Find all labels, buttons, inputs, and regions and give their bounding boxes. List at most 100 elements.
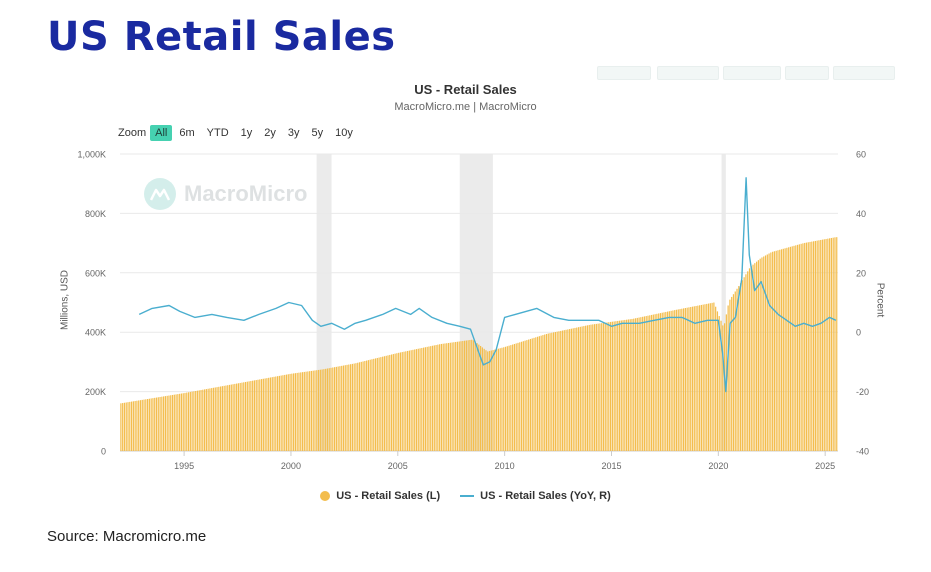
retail-sales-bar: [690, 307, 692, 451]
legend-line-icon: [460, 495, 475, 497]
zoom-5y-button[interactable]: 5y: [311, 127, 324, 139]
retail-sales-bar: [795, 245, 797, 451]
toolbar-ghost-button[interactable]: [597, 66, 651, 80]
zoom-1y-button[interactable]: 1y: [240, 127, 253, 139]
retail-sales-bar: [228, 384, 231, 451]
toolbar-ghost-button[interactable]: [723, 66, 781, 80]
legend-item-retail-sales[interactable]: US - Retail Sales (L): [320, 490, 440, 502]
retail-sales-bar: [574, 327, 576, 451]
retail-sales-bar: [236, 383, 238, 451]
y-left-tick-label: 600K: [85, 268, 106, 278]
retail-sales-bar: [462, 340, 464, 451]
y-left-tick-label: 800K: [85, 209, 106, 219]
retail-sales-bar: [179, 393, 181, 451]
retail-sales-bar: [804, 242, 806, 451]
retail-sales-bar: [134, 401, 136, 451]
retail-sales-bar: [570, 328, 573, 451]
toolbar-ghost-button[interactable]: [833, 66, 895, 80]
chart-subtitle: MacroMicro.me | MacroMicro: [394, 101, 537, 113]
retail-sales-bar: [218, 386, 220, 451]
zoom-ytd-button[interactable]: YTD: [206, 127, 229, 139]
retail-sales-bar: [818, 240, 820, 451]
retail-sales-bar: [362, 361, 364, 451]
retail-sales-bar: [743, 277, 745, 451]
retail-sales-bar: [330, 367, 332, 451]
retail-sales-bar: [143, 399, 145, 451]
y-right-tick-label: 40: [856, 209, 866, 219]
retail-sales-bar: [636, 317, 638, 451]
retail-sales-bar: [371, 359, 373, 451]
retail-sales-bar: [513, 343, 516, 451]
retail-sales-bar: [369, 359, 371, 451]
retail-sales-bar: [237, 383, 240, 451]
retail-sales-bar: [752, 264, 754, 451]
retail-sales-bar: [396, 353, 398, 451]
zoom-6m-button[interactable]: 6m: [179, 127, 195, 139]
retail-sales-bar: [624, 319, 626, 451]
retail-sales-bar: [392, 354, 394, 451]
retail-sales-bar: [784, 248, 786, 451]
retail-sales-bar: [230, 384, 232, 451]
retail-sales-bar: [387, 355, 389, 451]
retail-sales-bar: [401, 352, 403, 451]
retail-sales-bar: [658, 313, 660, 451]
retail-sales-bar: [180, 393, 183, 451]
retail-sales-bar: [467, 340, 469, 451]
retail-sales-bar: [761, 257, 763, 451]
retail-sales-bar: [433, 345, 435, 451]
retail-sales-bar: [732, 294, 735, 451]
retail-sales-bar: [720, 320, 722, 451]
retail-sales-bar: [287, 374, 289, 451]
retail-sales-bar: [695, 305, 697, 451]
retail-sales-bar: [186, 392, 188, 451]
zoom-2y-button[interactable]: 2y: [264, 127, 276, 139]
chart-title: US - Retail Sales: [414, 82, 517, 97]
retail-sales-bar: [809, 241, 811, 451]
retail-sales-bar: [141, 399, 143, 451]
retail-sales-bar: [146, 399, 149, 451]
retail-sales-bar: [412, 349, 414, 451]
retail-sales-bar: [223, 385, 225, 451]
retail-sales-bar: [722, 325, 724, 451]
retail-sales-bar: [492, 350, 494, 451]
retail-sales-bar: [463, 340, 466, 451]
retail-sales-bar: [248, 381, 250, 451]
retail-sales-bar: [770, 252, 772, 451]
x-tick-label: 2020: [708, 461, 728, 471]
retail-sales-bar: [177, 394, 179, 451]
retail-sales-bar: [531, 338, 533, 451]
retail-sales-bar: [431, 345, 434, 451]
retail-sales-bar: [166, 395, 168, 451]
retail-sales-bar: [150, 398, 152, 451]
retail-sales-bar: [280, 375, 282, 451]
retail-sales-bar: [593, 324, 596, 451]
retail-sales-bar: [271, 377, 273, 451]
toolbar-ghost-button[interactable]: [785, 66, 829, 80]
retail-sales-bar: [410, 350, 412, 451]
retail-sales-bar: [453, 342, 455, 451]
retail-sales-bar: [423, 347, 425, 451]
retail-sales-bar: [693, 306, 695, 451]
retail-sales-bar: [472, 340, 475, 451]
retail-sales-bar: [754, 263, 756, 451]
zoom-10y-button[interactable]: 10y: [335, 127, 353, 139]
zoom-3y-button[interactable]: 3y: [287, 127, 300, 139]
retail-sales-bar: [202, 389, 204, 451]
retail-sales-bar: [599, 323, 601, 451]
retail-sales-bar: [786, 247, 788, 451]
retail-sales-bar: [488, 350, 491, 451]
retail-sales-bar: [317, 369, 320, 451]
retail-sales-bar: [139, 400, 142, 451]
x-tick-label: 1995: [174, 461, 194, 471]
retail-sales-bar: [435, 345, 437, 451]
x-tick-label: 2000: [281, 461, 301, 471]
retail-sales-bar: [709, 303, 711, 451]
legend-item-retail-sales-yoy[interactable]: US - Retail Sales (YoY, R): [460, 490, 611, 502]
retail-sales-bar: [811, 241, 813, 451]
retail-sales-bar: [303, 371, 305, 451]
retail-sales-bar: [768, 253, 770, 451]
toolbar-ghost-button[interactable]: [657, 66, 719, 80]
retail-sales-bar: [798, 244, 800, 451]
zoom-all-button[interactable]: All: [150, 125, 173, 141]
retail-sales-bar: [731, 296, 733, 451]
